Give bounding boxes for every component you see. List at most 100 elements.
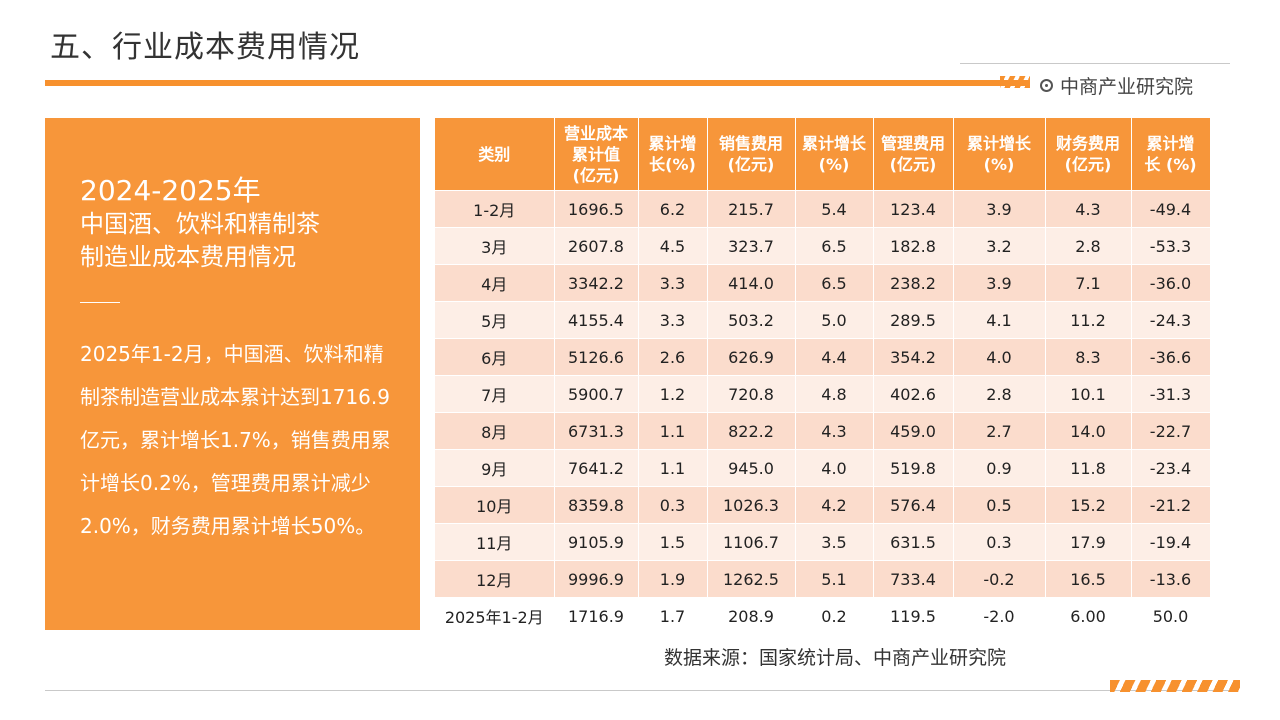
table-cell: -24.3 bbox=[1131, 301, 1211, 339]
table-header-cell: 管理费用 (亿元) bbox=[873, 118, 954, 191]
table-cell: 10.1 bbox=[1045, 375, 1132, 413]
table-cell: -23.4 bbox=[1131, 449, 1211, 487]
table-cell: 5.0 bbox=[795, 301, 874, 339]
panel-subtitle: 中国酒、饮料和精制茶 制造业成本费用情况 bbox=[80, 210, 320, 271]
table-cell: -21.2 bbox=[1131, 486, 1211, 524]
table-cell: 323.7 bbox=[707, 227, 796, 265]
row-label-cell: 8月 bbox=[435, 412, 555, 450]
table-cell: 3.3 bbox=[638, 301, 708, 339]
table-cell: 6.00 bbox=[1045, 597, 1132, 634]
table-cell: 1.1 bbox=[638, 412, 708, 450]
table-row: 10月 8359.8 0.3 1026.3 4.2 576.4 0.5 15.2 -21.2 bbox=[435, 486, 1211, 524]
table-header-cell: 累计增长 (%) bbox=[795, 118, 874, 191]
table-cell: 14.0 bbox=[1045, 412, 1132, 450]
table-cell: 459.0 bbox=[873, 412, 954, 450]
table-header-cell: 累计增 长 (%) bbox=[1131, 118, 1211, 191]
table-cell: 215.7 bbox=[707, 190, 796, 228]
table-cell: 50.0 bbox=[1131, 597, 1211, 634]
table-cell: 208.9 bbox=[707, 597, 796, 634]
table-cell: 2.8 bbox=[1045, 227, 1132, 265]
panel-body-text: 2025年1-2月，中国酒、饮料和精制茶制造营业成本累计达到1716.9亿元，累… bbox=[80, 342, 391, 538]
header-stripes-decoration bbox=[1000, 76, 1030, 88]
cost-expense-table: 类别 营业成本 累计值 (亿元) 累计增 长(%) 销售费用 (亿元) 累计增长… bbox=[435, 118, 1211, 634]
table-cell: 0.2 bbox=[795, 597, 874, 634]
row-label-cell: 10月 bbox=[435, 486, 555, 524]
table-row: 4月 3342.2 3.3 414.0 6.5 238.2 3.9 7.1 -36.0 bbox=[435, 264, 1211, 302]
brand-logo: 中商产业研究院 bbox=[1040, 72, 1193, 99]
table-cell: 6.5 bbox=[795, 264, 874, 302]
table-cell: 2.6 bbox=[638, 338, 708, 376]
table-cell: -13.6 bbox=[1131, 560, 1211, 598]
table-cell: 0.3 bbox=[953, 523, 1046, 561]
table-cell: 0.3 bbox=[638, 486, 708, 524]
table-cell: 7.1 bbox=[1045, 264, 1132, 302]
table-cell: 17.9 bbox=[1045, 523, 1132, 561]
table-cell: 1.9 bbox=[638, 560, 708, 598]
table-header-cell: 财务费用 (亿元) bbox=[1045, 118, 1132, 191]
row-label-cell: 12月 bbox=[435, 560, 555, 598]
page-title: 五、行业成本费用情况 bbox=[50, 30, 360, 65]
table-cell: 503.2 bbox=[707, 301, 796, 339]
row-label-cell: 9月 bbox=[435, 449, 555, 487]
row-label-cell: 7月 bbox=[435, 375, 555, 413]
table-cell: 11.2 bbox=[1045, 301, 1132, 339]
table-cell: 4.2 bbox=[795, 486, 874, 524]
row-label-cell: 2025年1-2月 bbox=[435, 597, 555, 634]
table-cell: 6731.3 bbox=[554, 412, 639, 450]
table-cell: 1.7 bbox=[638, 597, 708, 634]
table-cell: 4.0 bbox=[953, 338, 1046, 376]
table-row: 12月 9996.9 1.9 1262.5 5.1 733.4 -0.2 16.5 -13.6 bbox=[435, 560, 1211, 598]
table-cell: 1696.5 bbox=[554, 190, 639, 228]
table-cell: 4.4 bbox=[795, 338, 874, 376]
row-label-cell: 4月 bbox=[435, 264, 555, 302]
table-cell: -0.2 bbox=[953, 560, 1046, 598]
table-cell: 4.3 bbox=[1045, 190, 1132, 228]
table-cell: 5900.7 bbox=[554, 375, 639, 413]
table-cell: 3.9 bbox=[953, 190, 1046, 228]
table-cell: 1026.3 bbox=[707, 486, 796, 524]
table-cell: 6.5 bbox=[795, 227, 874, 265]
table-cell: 4.0 bbox=[795, 449, 874, 487]
table-header-row: 类别 营业成本 累计值 (亿元) 累计增 长(%) 销售费用 (亿元) 累计增长… bbox=[435, 118, 1211, 191]
table-cell: 182.8 bbox=[873, 227, 954, 265]
table-cell: 576.4 bbox=[873, 486, 954, 524]
table-cell: 733.4 bbox=[873, 560, 954, 598]
table-cell: 5.4 bbox=[795, 190, 874, 228]
row-label-cell: 11月 bbox=[435, 523, 555, 561]
table-cell: 519.8 bbox=[873, 449, 954, 487]
table-cell: 289.5 bbox=[873, 301, 954, 339]
table-cell: 1716.9 bbox=[554, 597, 639, 634]
table-cell: 354.2 bbox=[873, 338, 954, 376]
table-cell: 5.1 bbox=[795, 560, 874, 598]
table-header-cell: 营业成本 累计值 (亿元) bbox=[554, 118, 639, 191]
title-underline bbox=[45, 80, 1030, 86]
table-cell: 720.8 bbox=[707, 375, 796, 413]
table-cell: -22.7 bbox=[1131, 412, 1211, 450]
table-cell: 123.4 bbox=[873, 190, 954, 228]
table-row: 8月 6731.3 1.1 822.2 4.3 459.0 2.7 14.0 -22.7 bbox=[435, 412, 1211, 450]
row-label-cell: 5月 bbox=[435, 301, 555, 339]
table-cell: -31.3 bbox=[1131, 375, 1211, 413]
table-cell: -36.6 bbox=[1131, 338, 1211, 376]
table-cell: 4155.4 bbox=[554, 301, 639, 339]
table-cell: -53.3 bbox=[1131, 227, 1211, 265]
table-cell: 2.8 bbox=[953, 375, 1046, 413]
table-cell: 2607.8 bbox=[554, 227, 639, 265]
table-cell: 3.5 bbox=[795, 523, 874, 561]
table-cell: 6.2 bbox=[638, 190, 708, 228]
header-divider-line bbox=[960, 63, 1230, 64]
table-row: 5月 4155.4 3.3 503.2 5.0 289.5 4.1 11.2 -24.3 bbox=[435, 301, 1211, 339]
table-cell: 4.5 bbox=[638, 227, 708, 265]
table-cell: 402.6 bbox=[873, 375, 954, 413]
table-cell: 5126.6 bbox=[554, 338, 639, 376]
table-row: 2025年1-2月 1716.9 1.7 208.9 0.2 119.5 -2.0 6.00 5… bbox=[435, 597, 1211, 634]
table-cell: 822.2 bbox=[707, 412, 796, 450]
table-row: 1-2月 1696.5 6.2 215.7 5.4 123.4 3.9 4.3 -49.4 bbox=[435, 190, 1211, 228]
row-label-cell: 3月 bbox=[435, 227, 555, 265]
table-cell: -49.4 bbox=[1131, 190, 1211, 228]
panel-divider bbox=[80, 302, 120, 303]
table-header-cell: 销售费用 (亿元) bbox=[707, 118, 796, 191]
table-cell: 631.5 bbox=[873, 523, 954, 561]
table-cell: 16.5 bbox=[1045, 560, 1132, 598]
table-header-cell: 类别 bbox=[435, 118, 555, 191]
